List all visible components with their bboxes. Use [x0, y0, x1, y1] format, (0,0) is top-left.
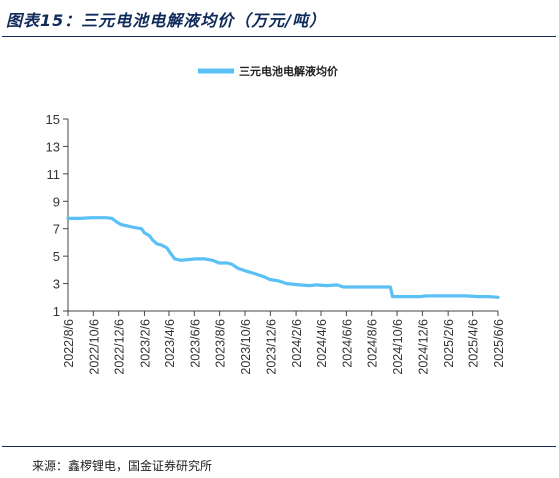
plot-area — [66, 216, 500, 299]
x-tick-label: 2025/4/6 — [467, 319, 481, 368]
y-tick-label: 7 — [53, 222, 60, 237]
y-tick-label: 11 — [47, 167, 61, 182]
source-note: 来源：鑫椤锂电，国金证券研究所 — [32, 459, 213, 473]
x-tick-label: 2024/2/6 — [290, 319, 304, 368]
x-axis: 2022/8/6 2022/10/6 2022/12/6 2023/2/6 2023/4… — [62, 310, 506, 375]
x-tick-label: 2023/2/6 — [138, 319, 152, 368]
y-tick-label: 1 — [53, 304, 60, 319]
figure-title: 图表15：三元电池电解液均价（万元/吨） — [6, 11, 327, 30]
top-divider — [2, 36, 556, 37]
x-tick-label: 2023/12/6 — [264, 319, 278, 375]
x-tick-label: 2023/6/6 — [188, 319, 202, 368]
y-tick-label: 13 — [46, 139, 60, 154]
x-tick-label: 2023/8/6 — [214, 319, 228, 368]
y-tick-label: 5 — [53, 249, 60, 264]
x-tick-label: 2023/4/6 — [163, 319, 177, 368]
x-tick-label: 2024/12/6 — [416, 319, 430, 375]
x-tick-label: 2022/12/6 — [113, 319, 127, 375]
x-tick-label: 2025/6/6 — [492, 319, 506, 368]
y-tick-label: 15 — [46, 112, 60, 127]
y-tick-label: 9 — [53, 194, 60, 209]
chart-legend: 三元电池电解液均价 — [198, 64, 339, 78]
x-tick-label: 2022/10/6 — [87, 319, 101, 375]
legend-label: 三元电池电解液均价 — [239, 64, 339, 78]
x-tick-label: 2024/8/6 — [366, 319, 380, 368]
y-tick-label: 3 — [53, 277, 60, 292]
x-tick-label: 2025/2/6 — [442, 319, 456, 368]
x-tick-label: 2024/4/6 — [315, 319, 329, 368]
x-tick-label: 2023/10/6 — [239, 319, 253, 375]
x-tick-label: 2024/10/6 — [391, 319, 405, 375]
bottom-divider — [2, 446, 556, 447]
series-line — [66, 216, 500, 299]
x-tick-label: 2024/6/6 — [340, 319, 354, 368]
x-tick-label: 2022/8/6 — [62, 319, 76, 368]
